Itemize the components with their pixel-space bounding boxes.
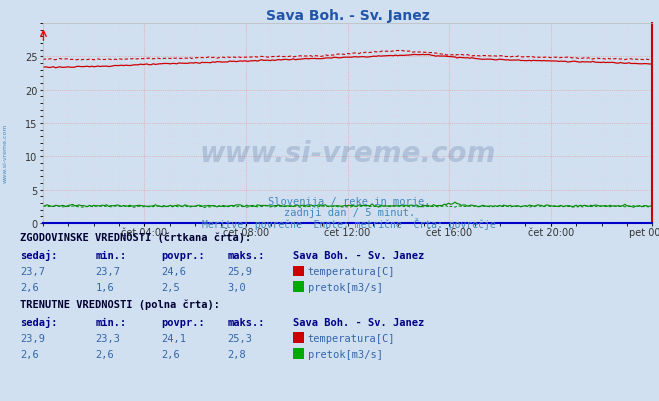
Text: 23,9: 23,9 [20, 333, 45, 343]
Text: TRENUTNE VREDNOSTI (polna črta):: TRENUTNE VREDNOSTI (polna črta): [20, 299, 219, 310]
Text: min.:: min.: [96, 317, 127, 327]
Text: Sava Boh. - Sv. Janez: Sava Boh. - Sv. Janez [293, 250, 424, 260]
Text: zadnji dan / 5 minut.: zadnji dan / 5 minut. [283, 208, 415, 218]
Text: maks.:: maks.: [227, 250, 265, 260]
Text: 2,6: 2,6 [20, 349, 38, 359]
Text: 2,6: 2,6 [20, 282, 38, 292]
Text: 23,7: 23,7 [96, 266, 121, 276]
Text: maks.:: maks.: [227, 317, 265, 327]
Text: 2,6: 2,6 [96, 349, 114, 359]
Text: Slovenija / reke in morje.: Slovenija / reke in morje. [268, 196, 430, 207]
Text: 25,3: 25,3 [227, 333, 252, 343]
Text: 24,1: 24,1 [161, 333, 186, 343]
Text: 2,8: 2,8 [227, 349, 246, 359]
Text: ZGODOVINSKE VREDNOSTI (črtkana črta):: ZGODOVINSKE VREDNOSTI (črtkana črta): [20, 232, 251, 243]
Text: 23,3: 23,3 [96, 333, 121, 343]
Text: temperatura[C]: temperatura[C] [308, 266, 395, 276]
Text: www.si-vreme.com: www.si-vreme.com [3, 123, 8, 182]
Text: 3,0: 3,0 [227, 282, 246, 292]
Text: 2,6: 2,6 [161, 349, 180, 359]
Text: 24,6: 24,6 [161, 266, 186, 276]
Text: sedaj:: sedaj: [20, 249, 57, 260]
Text: 23,7: 23,7 [20, 266, 45, 276]
Text: pretok[m3/s]: pretok[m3/s] [308, 282, 383, 292]
Text: 1,6: 1,6 [96, 282, 114, 292]
Title: Sava Boh. - Sv. Janez: Sava Boh. - Sv. Janez [266, 9, 430, 23]
Text: www.si-vreme.com: www.si-vreme.com [200, 140, 496, 168]
Text: pretok[m3/s]: pretok[m3/s] [308, 349, 383, 359]
Text: Sava Boh. - Sv. Janez: Sava Boh. - Sv. Janez [293, 317, 424, 327]
Text: Meritve: povrečne  Enote: metrične  Črta: povrečje: Meritve: povrečne Enote: metrične Črta: … [202, 217, 496, 229]
Text: povpr.:: povpr.: [161, 250, 205, 260]
Text: povpr.:: povpr.: [161, 317, 205, 327]
Text: sedaj:: sedaj: [20, 316, 57, 327]
Text: temperatura[C]: temperatura[C] [308, 333, 395, 343]
Text: 25,9: 25,9 [227, 266, 252, 276]
Text: 2,5: 2,5 [161, 282, 180, 292]
Text: min.:: min.: [96, 250, 127, 260]
